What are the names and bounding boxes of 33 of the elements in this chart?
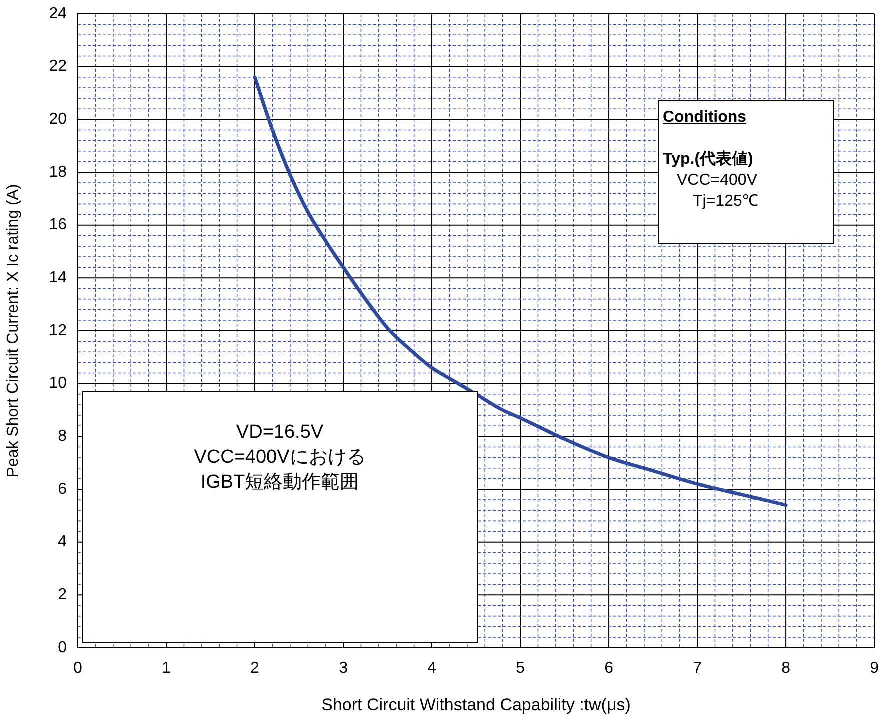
y-tick-label: 22 [49, 58, 68, 76]
x-tick-label: 3 [339, 660, 348, 678]
annotation: VCC=400V [676, 171, 758, 191]
annotation: VCC=400Vにおける [193, 446, 367, 470]
x-tick-label: 7 [693, 660, 702, 678]
y-tick-label: 20 [49, 111, 68, 128]
y-tick-label: 2 [58, 586, 68, 604]
y-tick-label: 16 [49, 216, 68, 234]
x-tick-label: 5 [516, 660, 526, 678]
x-tick-label: 1 [162, 660, 172, 678]
x-tick-label: 2 [250, 660, 260, 678]
y-tick-label: 18 [49, 164, 68, 181]
y-tick-label: 0 [58, 639, 68, 656]
y-tick-label: 6 [58, 480, 68, 498]
y-tick-label: 14 [49, 270, 68, 287]
y-axis-title: Peak Short Circuit Current: X Ic rating (A) [5, 184, 22, 478]
annotation: IGBT短絡動作範囲 [200, 471, 360, 495]
x-tick-label: 4 [428, 660, 437, 678]
y-tick-label: 24 [49, 5, 68, 22]
annotation: Tj=125℃ [692, 192, 760, 212]
annotation: VD=16.5V [235, 421, 325, 445]
x-tick-label: 0 [74, 660, 83, 678]
y-tick-label: 10 [49, 375, 68, 392]
x-tick-label: 9 [870, 660, 880, 678]
x-tick-label: 8 [782, 660, 791, 678]
y-tick-label: 8 [58, 428, 68, 446]
annotation: Typ.(代表値) [663, 150, 754, 170]
text-box: VD=16.5V VCC=400Vにおける IGBT短絡動作範囲 [82, 391, 478, 643]
y-tick-label: 12 [49, 322, 68, 340]
annotation: Conditions [663, 108, 748, 128]
x-axis-title: Short Circuit Withstand Capability :tw(μs) [322, 695, 631, 714]
y-tick-label: 4 [58, 534, 68, 551]
x-tick-label: 6 [604, 660, 614, 678]
